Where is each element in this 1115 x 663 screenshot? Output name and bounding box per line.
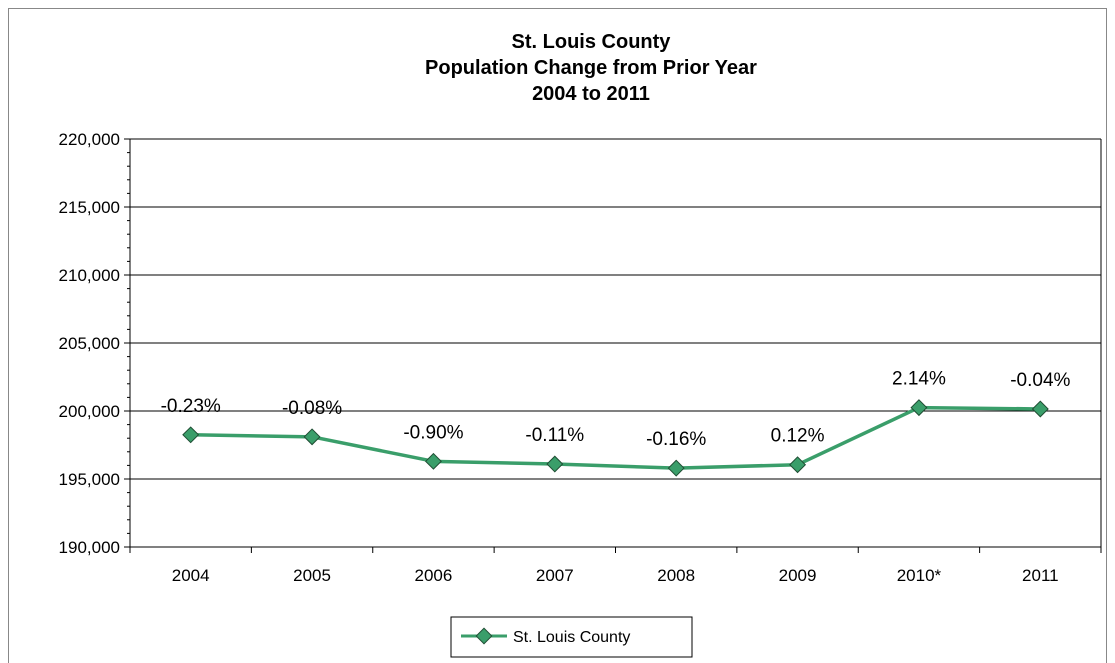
x-axis: 2004 2005 2006 2007 2008 2009 2010* 2011 xyxy=(129,546,1102,585)
data-label: -0.16% xyxy=(646,429,706,450)
data-point xyxy=(667,459,685,477)
y-tick-label: 210,000 xyxy=(59,266,120,285)
x-tick-label: 2004 xyxy=(172,566,210,585)
y-tick-label: 195,000 xyxy=(59,470,120,489)
y-tick-label: 200,000 xyxy=(59,402,120,421)
data-point xyxy=(789,456,807,474)
y-tick-label: 215,000 xyxy=(59,198,120,217)
data-point xyxy=(910,399,928,417)
x-tick-label: 2006 xyxy=(415,566,453,585)
data-point xyxy=(424,452,442,470)
y-tick-label: 190,000 xyxy=(59,538,120,557)
legend: St. Louis County xyxy=(450,616,693,658)
data-label: -0.04% xyxy=(1010,370,1070,391)
y-tick-label: 205,000 xyxy=(59,334,120,353)
x-tick-label: 2005 xyxy=(293,566,331,585)
chart-title-line-3: 2004 to 2011 xyxy=(532,83,650,105)
x-tick-label: 2008 xyxy=(657,566,695,585)
series-line xyxy=(190,405,1041,470)
chart-frame xyxy=(8,8,1107,663)
y-tick-label: 220,000 xyxy=(59,130,120,149)
legend-series-label: St. Louis County xyxy=(513,629,630,646)
chart-title: St. Louis County Population Change from … xyxy=(425,31,757,105)
data-label: -0.90% xyxy=(403,422,463,443)
data-label: -0.08% xyxy=(282,398,342,419)
data-label: 0.12% xyxy=(771,426,825,447)
x-tick-label: 2010* xyxy=(897,566,942,585)
gridlines xyxy=(130,138,1102,547)
series-layer: -0.23% -0.08% -0.90% -0.11% -0.16% 0.12% 2.14%… xyxy=(161,369,1071,477)
x-tick-label: 2011 xyxy=(1022,566,1059,585)
chart-title-line-2: Population Change from Prior Year xyxy=(425,57,757,79)
data-point xyxy=(303,428,321,446)
data-label: 2.14% xyxy=(892,369,946,390)
legend-series-marker xyxy=(475,627,493,645)
chart-title-line-1: St. Louis County xyxy=(512,31,672,53)
data-point xyxy=(182,426,200,444)
y-axis: 190,000 195,000 200,000 205,000 210,000 215,0… xyxy=(59,130,131,557)
x-tick-label: 2009 xyxy=(779,566,817,585)
x-tick-label: 2007 xyxy=(536,566,574,585)
data-point xyxy=(1031,400,1049,418)
data-point xyxy=(546,455,564,473)
data-label: -0.23% xyxy=(161,396,221,417)
data-label: -0.11% xyxy=(525,425,584,446)
